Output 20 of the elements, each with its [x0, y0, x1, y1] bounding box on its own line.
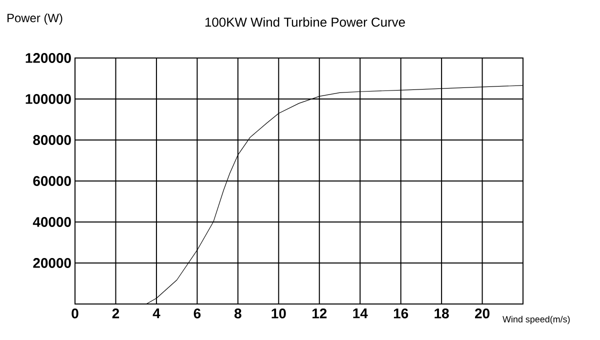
x-tick-label: 2 [112, 308, 120, 318]
x-tick-label: 10 [272, 308, 286, 318]
x-tick-label: 20 [475, 308, 490, 318]
x-tick-label: 16 [394, 308, 408, 318]
x-tick-label: 4 [152, 308, 160, 318]
x-tick-label: 6 [194, 308, 201, 318]
y-tick-label: 40000 [32, 217, 71, 227]
x-axis-title: Wind speed(m/s) [502, 316, 570, 324]
y-tick-label: 80000 [33, 135, 71, 145]
y-axis-title: Power (W) [8, 13, 62, 25]
x-tick-label: 8 [234, 308, 242, 318]
y-tick-label: 60000 [33, 176, 71, 186]
x-tick-label: 0 [72, 308, 78, 318]
y-tick-label: 120000 [26, 53, 71, 63]
chart-title: 100KW Wind Turbine Power Curve [205, 17, 405, 27]
x-tick-label: 18 [434, 308, 449, 318]
x-tick-label: 14 [353, 308, 368, 318]
y-tick-label: 100000 [26, 94, 71, 104]
x-tick-label: 12 [312, 308, 327, 318]
y-tick-label: 20000 [33, 258, 71, 268]
